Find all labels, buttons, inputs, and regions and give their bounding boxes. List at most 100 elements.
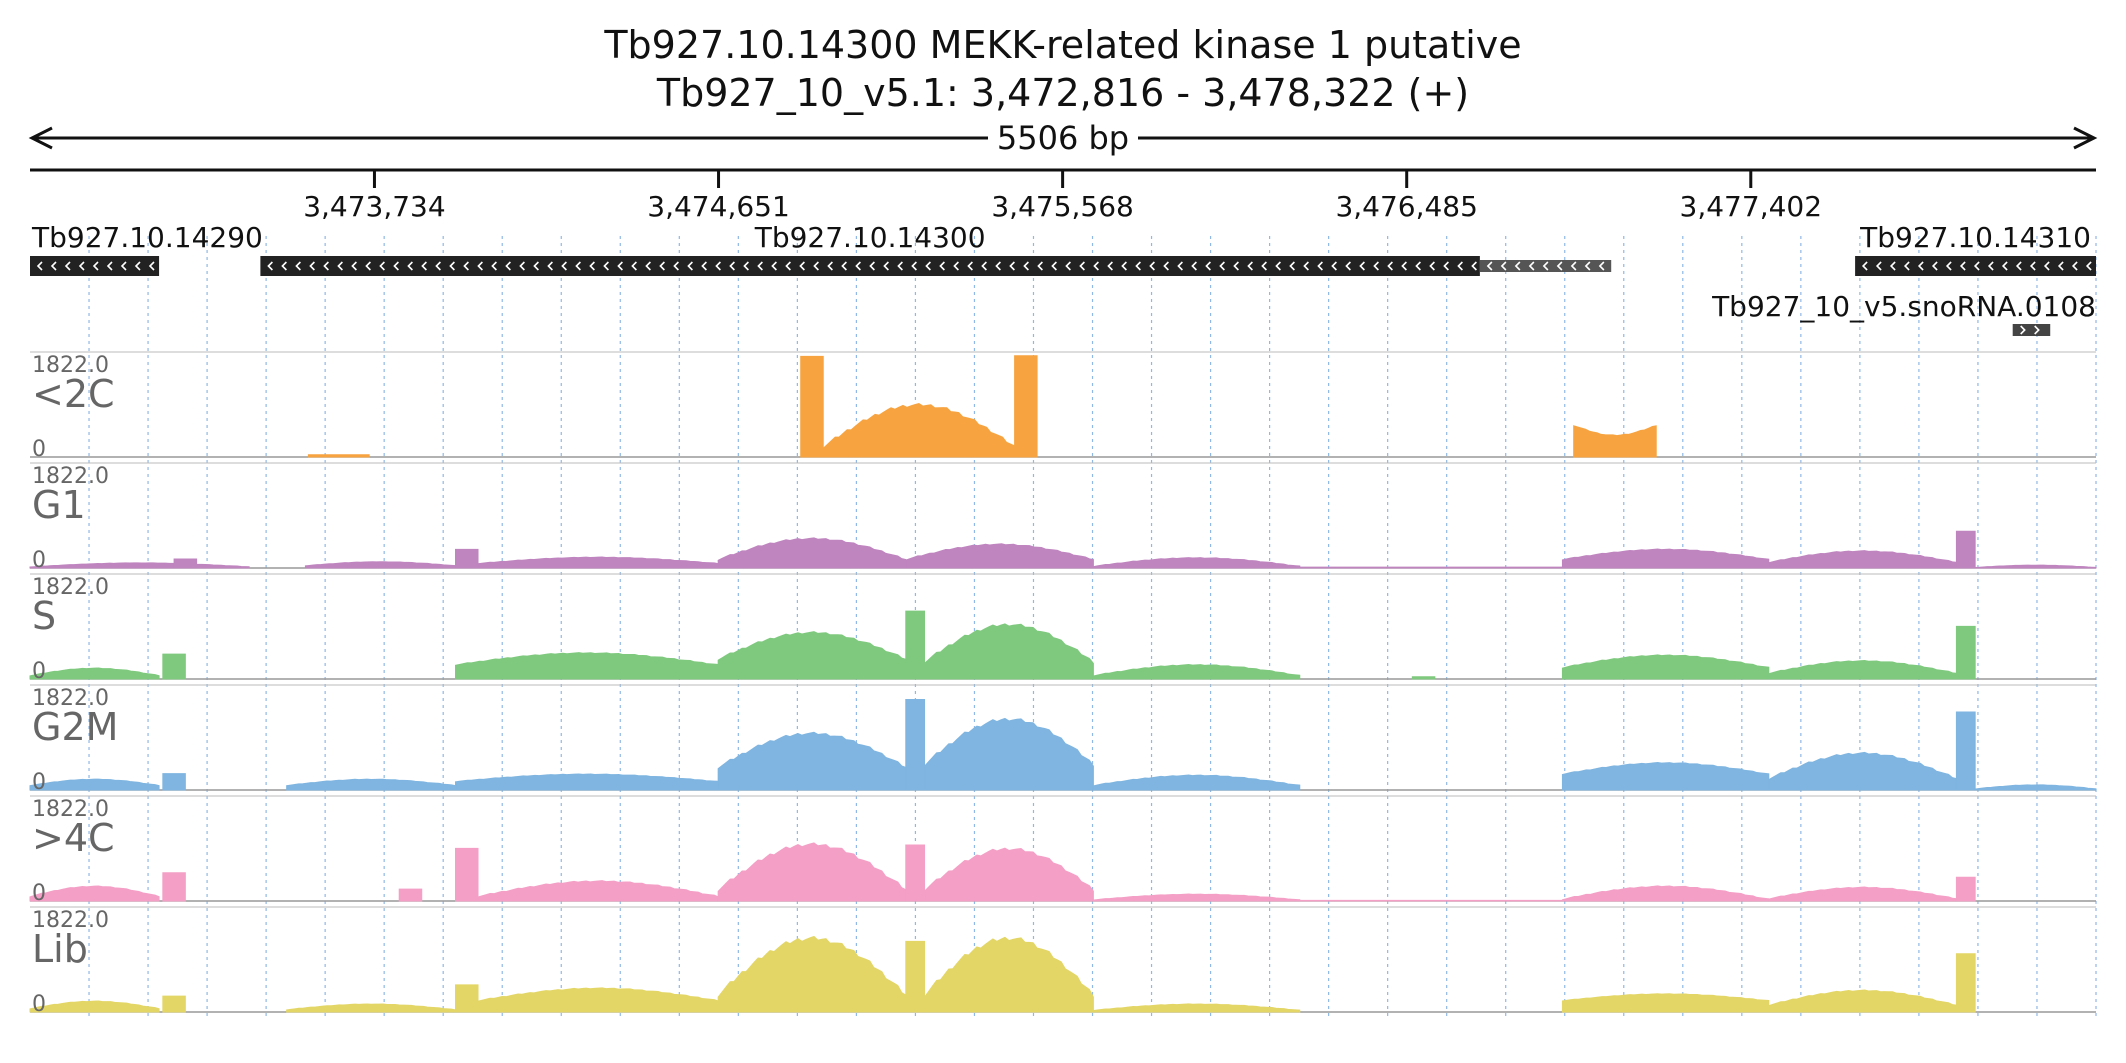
coverage-area <box>1573 425 1657 458</box>
strand-arrow-icon <box>883 261 889 271</box>
strand-arrow-icon <box>1205 261 1211 271</box>
strand-arrow-icon <box>2001 261 2008 271</box>
strand-arrow-icon <box>1135 261 1141 271</box>
strand-arrow-icon <box>575 261 581 271</box>
chart-title: Tb927.10.14300 MEKK-related kinase 1 put… <box>603 23 1521 67</box>
strand-arrow-icon <box>925 261 931 271</box>
strand-arrow-icon <box>1303 261 1309 271</box>
strand-arrow-icon <box>911 261 917 271</box>
track-zero-label: 0 <box>32 437 46 462</box>
coverage-track: 1822.0S 0 <box>29 573 2096 684</box>
coverage-area <box>1955 711 1976 791</box>
track-name-label: >4C <box>32 816 115 860</box>
coverage-area <box>905 940 926 1013</box>
strand-arrow-icon <box>561 261 567 271</box>
coverage-area <box>29 778 160 791</box>
strand-arrow-icon <box>309 261 315 271</box>
strand-arrow-icon <box>267 261 273 271</box>
track-zero-label: 0 <box>32 659 46 684</box>
track-max-label: 1822.0 <box>32 353 109 378</box>
coverage-area <box>286 778 457 791</box>
strand-arrow-icon <box>64 261 71 271</box>
strand-arrow-icon <box>1023 261 1029 271</box>
strand-arrow-icon <box>491 261 497 271</box>
track-zero-label: 0 <box>32 770 46 795</box>
strand-arrow-icon <box>827 261 833 271</box>
coverage-area <box>286 1003 457 1013</box>
coverage-area <box>717 731 907 791</box>
coverage-area <box>1092 557 1301 569</box>
strand-arrow-icon <box>2057 261 2064 271</box>
gene-feature <box>2012 324 2051 336</box>
strand-arrow-icon <box>1331 261 1337 271</box>
track-name-label: Lib <box>32 927 88 971</box>
coverage-area <box>162 773 186 791</box>
span-arrow-left-icon <box>28 126 53 150</box>
coverage-area <box>1299 899 1563 902</box>
strand-arrow-icon <box>120 261 127 271</box>
strand-arrow-icon <box>379 261 385 271</box>
strand-arrow-icon <box>1289 261 1295 271</box>
coverage-area <box>455 652 719 680</box>
strand-arrow-icon <box>477 261 483 271</box>
coverage-area <box>924 936 1094 1013</box>
coverage-area <box>29 562 250 569</box>
strand-arrow-icon <box>1903 261 1910 271</box>
strand-arrow-icon <box>813 261 819 271</box>
track-max-label: 1822.0 <box>32 575 109 600</box>
span-label: 5506 bp <box>997 119 1129 157</box>
strand-arrow-icon <box>337 261 343 271</box>
strand-arrow-icon <box>2020 325 2026 335</box>
x-tick-label: 3,475,568 <box>991 190 1134 223</box>
coverage-area <box>162 872 186 902</box>
coverage-area <box>1768 751 1957 791</box>
strand-arrow-icon <box>1973 261 1980 271</box>
coverage-area <box>905 699 926 791</box>
coverage-area <box>1955 876 1976 902</box>
coverage-track: 1822.0G1 0 <box>29 462 2097 573</box>
strand-arrow-icon <box>1107 261 1113 271</box>
strand-arrow-icon <box>645 261 651 271</box>
strand-arrow-icon <box>799 261 805 271</box>
strand-arrow-icon <box>855 261 861 271</box>
strand-arrow-icon <box>1875 261 1882 271</box>
coverage-area <box>924 717 1094 791</box>
strand-arrow-icon <box>1163 261 1169 271</box>
gene-label: Tb927.10.14290 <box>31 221 263 254</box>
strand-arrow-icon <box>1345 261 1351 271</box>
strand-arrow-icon <box>897 261 903 271</box>
coverage-area <box>717 935 907 1013</box>
span-indicator <box>28 126 2098 150</box>
strand-arrow-icon <box>1387 261 1393 271</box>
strand-arrow-icon <box>421 261 427 271</box>
strand-arrow-icon <box>407 261 413 271</box>
gene-label: Tb927.10.14310 <box>1859 221 2091 254</box>
coverage-area <box>1768 550 1957 569</box>
strand-arrow-icon <box>1051 261 1057 271</box>
coverage-area <box>1561 654 1770 680</box>
track-zero-label: 0 <box>32 992 46 1017</box>
coverage-area <box>717 537 907 569</box>
strand-arrow-icon <box>295 261 301 271</box>
strand-arrow-icon <box>2085 261 2092 271</box>
coverage-area <box>1092 1003 1301 1013</box>
coverage-area <box>924 847 1094 902</box>
strand-arrow-icon <box>1429 261 1435 271</box>
strand-arrow-icon <box>659 261 665 271</box>
grid-lines <box>88 236 2097 1020</box>
strand-arrow-icon <box>148 261 155 271</box>
coverage-area <box>717 631 907 680</box>
coverage-area <box>1561 548 1770 569</box>
strand-arrow-icon <box>134 261 141 271</box>
track-name-label: G1 <box>32 483 86 527</box>
track-max-label: 1822.0 <box>32 464 109 489</box>
strand-arrow-icon <box>2034 325 2040 335</box>
strand-arrow-icon <box>2015 261 2022 271</box>
coverage-area <box>304 561 457 569</box>
strand-arrow-icon <box>519 261 525 271</box>
strand-arrow-icon <box>1514 261 1521 271</box>
x-axis: 3,473,734 3,474,651 3,475,568 3,476,485 3,47… <box>30 168 2096 223</box>
strand-arrow-icon <box>1457 261 1463 271</box>
coverage-area <box>1561 993 1770 1013</box>
